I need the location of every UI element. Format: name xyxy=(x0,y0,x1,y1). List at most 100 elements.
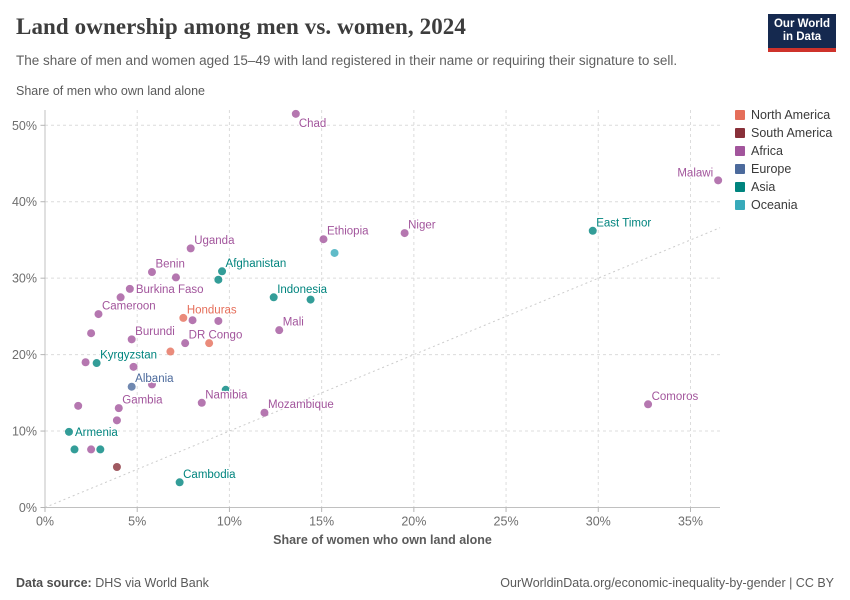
x-tick-label: 10% xyxy=(217,515,242,529)
data-point[interactable] xyxy=(112,462,121,471)
y-tick-label: 10% xyxy=(12,425,37,439)
legend-swatch-asia xyxy=(735,182,745,192)
data-point[interactable] xyxy=(81,358,90,367)
country-label-cambodia: Cambodia xyxy=(183,469,236,481)
country-label-malawi: Malawi xyxy=(677,167,713,179)
country-label-gambia: Gambia xyxy=(122,395,163,407)
data-point-gambia[interactable] xyxy=(114,404,123,413)
data-point[interactable] xyxy=(96,445,105,454)
country-label-dr-congo: DR Congo xyxy=(189,330,243,342)
data-point[interactable] xyxy=(188,316,197,325)
x-tick-label: 25% xyxy=(494,515,519,529)
data-point[interactable] xyxy=(112,416,121,425)
data-point-cambodia[interactable] xyxy=(175,478,184,487)
legend-label-south-america: South America xyxy=(751,126,833,140)
page-subtitle: The share of men and women aged 15–49 wi… xyxy=(16,53,678,68)
y-tick-label: 30% xyxy=(12,272,37,286)
x-tick-label: 0% xyxy=(36,515,54,529)
data-point-afghanistan[interactable] xyxy=(218,267,227,276)
data-point-uganda[interactable] xyxy=(186,244,195,253)
data-point[interactable] xyxy=(221,385,230,394)
legend-swatch-oceania xyxy=(735,200,745,210)
x-tick-label: 30% xyxy=(586,515,611,529)
legend-swatch-north-america xyxy=(735,110,745,120)
y-axis-unit-label: Share of men who own land alone xyxy=(16,84,206,98)
y-tick-label: 0% xyxy=(19,501,37,515)
data-point-kyrgyzstan[interactable] xyxy=(92,359,101,368)
data-point-east-timor[interactable] xyxy=(588,226,597,235)
data-point-indonesia[interactable] xyxy=(269,293,278,302)
data-point[interactable] xyxy=(330,248,339,257)
country-label-mali: Mali xyxy=(283,317,304,329)
data-point-mozambique[interactable] xyxy=(260,408,269,417)
owid-logo-line1: Our World xyxy=(773,18,830,30)
page-title: Land ownership among men vs. women, 2024 xyxy=(16,14,466,39)
data-point[interactable] xyxy=(87,445,96,454)
data-point[interactable] xyxy=(116,293,125,302)
data-point-niger[interactable] xyxy=(400,229,409,238)
data-point[interactable] xyxy=(166,347,175,356)
data-point-burkina-faso[interactable] xyxy=(125,284,134,293)
legend-swatch-africa xyxy=(735,146,745,156)
data-source-note: Data source: DHS via World Bank xyxy=(16,576,209,590)
country-label-cameroon: Cameroon xyxy=(102,301,156,313)
country-label-albania: Albania xyxy=(135,373,174,385)
data-point[interactable] xyxy=(306,295,315,304)
data-point-honduras[interactable] xyxy=(179,313,188,322)
country-label-afghanistan: Afghanistan xyxy=(226,258,287,270)
data-point[interactable] xyxy=(205,339,214,348)
data-point[interactable] xyxy=(147,380,156,389)
data-point[interactable] xyxy=(171,273,180,282)
country-label-benin: Benin xyxy=(155,259,184,271)
data-point[interactable] xyxy=(214,275,223,284)
data-point[interactable] xyxy=(70,445,79,454)
legend-item-europe[interactable]: Europe xyxy=(735,160,832,178)
country-label-niger: Niger xyxy=(408,220,436,232)
data-point-malawi[interactable] xyxy=(714,176,723,185)
legend-item-africa[interactable]: Africa xyxy=(735,142,832,160)
data-source-label: Data source: xyxy=(16,576,92,590)
country-label-namibia: Namibia xyxy=(205,389,248,401)
x-tick-label: 20% xyxy=(401,515,426,529)
y-tick-label: 20% xyxy=(12,348,37,362)
legend-label-africa: Africa xyxy=(751,144,783,158)
legend-label-oceania: Oceania xyxy=(751,198,798,212)
data-point[interactable] xyxy=(214,316,223,325)
continent-legend: North America South America Africa Europe As… xyxy=(735,106,832,214)
data-point[interactable] xyxy=(87,329,96,338)
data-point-chad[interactable] xyxy=(291,109,300,118)
data-point-albania[interactable] xyxy=(127,382,136,391)
data-point-mali[interactable] xyxy=(275,326,284,335)
data-point-namibia[interactable] xyxy=(197,398,206,407)
data-point-cameroon[interactable] xyxy=(94,310,103,319)
country-label-kyrgyzstan: Kyrgyzstan xyxy=(100,350,157,362)
country-label-uganda: Uganda xyxy=(194,235,235,247)
data-point-armenia[interactable] xyxy=(64,427,73,436)
legend-item-asia[interactable]: Asia xyxy=(735,178,832,196)
country-label-chad: Chad xyxy=(299,118,327,130)
data-point-benin[interactable] xyxy=(147,268,156,277)
owid-logo[interactable]: Our World in Data xyxy=(768,14,836,52)
data-point-burundi[interactable] xyxy=(127,335,136,344)
x-axis-title: Share of women who own land alone xyxy=(273,533,492,547)
data-point-ethiopia[interactable] xyxy=(319,235,328,244)
legend-swatch-south-america xyxy=(735,128,745,138)
legend-label-asia: Asia xyxy=(751,180,776,194)
country-label-indonesia: Indonesia xyxy=(277,284,327,296)
data-source-text: DHS via World Bank xyxy=(91,576,209,590)
data-point[interactable] xyxy=(129,362,138,371)
x-tick-label: 5% xyxy=(128,515,146,529)
legend-item-oceania[interactable]: Oceania xyxy=(735,196,832,214)
license-link[interactable]: OurWorldinData.org/economic-inequality-b… xyxy=(500,576,834,590)
data-point-dr-congo[interactable] xyxy=(181,339,190,348)
legend-item-south-america[interactable]: South America xyxy=(735,124,832,142)
data-point[interactable] xyxy=(74,401,83,410)
parity-reference-line xyxy=(44,227,721,508)
country-label-ethiopia: Ethiopia xyxy=(327,226,369,238)
data-point-comoros[interactable] xyxy=(644,400,653,409)
legend-label-europe: Europe xyxy=(751,162,792,176)
legend-item-north-america[interactable]: North America xyxy=(735,106,832,124)
owid-logo-line2: in Data xyxy=(782,31,822,43)
